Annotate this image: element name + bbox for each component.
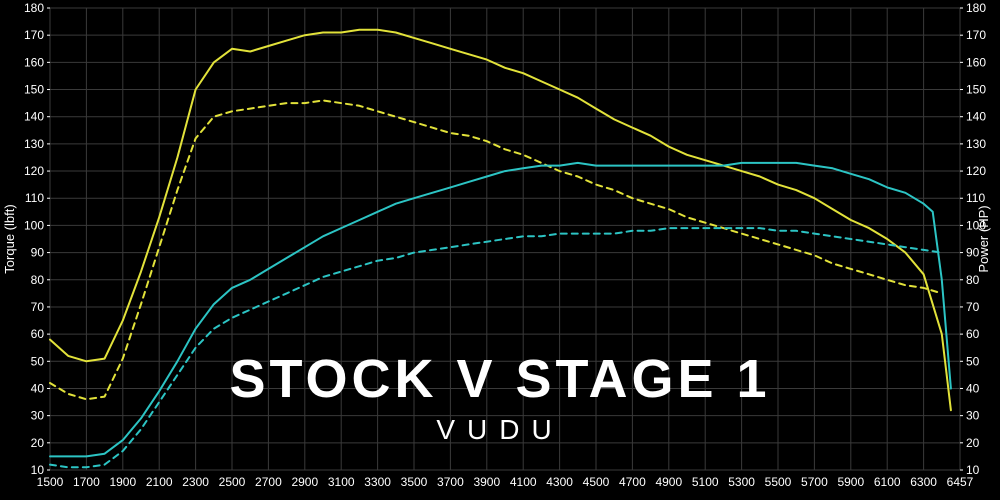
svg-text:10: 10 [31, 463, 45, 477]
svg-text:130: 130 [966, 137, 986, 151]
svg-text:4500: 4500 [583, 475, 610, 489]
svg-text:90: 90 [31, 246, 45, 260]
svg-text:40: 40 [966, 381, 980, 395]
svg-text:120: 120 [24, 164, 44, 178]
svg-text:70: 70 [31, 300, 45, 314]
svg-text:150: 150 [966, 83, 986, 97]
svg-text:30: 30 [966, 409, 980, 423]
dyno-chart-container: 1500 1700 1900 2100 2300 2500 2700 2900 3100 3300… [0, 0, 1000, 500]
svg-text:140: 140 [24, 110, 44, 124]
svg-text:Power (HP): Power (HP) [976, 205, 991, 272]
svg-text:4300: 4300 [546, 475, 573, 489]
svg-text:180: 180 [966, 1, 986, 15]
svg-text:70: 70 [966, 300, 980, 314]
svg-text:6300: 6300 [910, 475, 937, 489]
svg-text:100: 100 [24, 218, 44, 232]
svg-text:160: 160 [24, 55, 44, 69]
svg-text:2500: 2500 [219, 475, 246, 489]
svg-text:40: 40 [31, 381, 45, 395]
svg-text:150: 150 [24, 83, 44, 97]
svg-text:110: 110 [25, 191, 44, 205]
svg-text:1700: 1700 [73, 475, 100, 489]
svg-text:130: 130 [24, 137, 44, 151]
svg-text:170: 170 [24, 28, 44, 42]
dyno-chart: 1500 1700 1900 2100 2300 2500 2700 2900 3100 3300… [0, 0, 1000, 500]
svg-text:80: 80 [31, 273, 45, 287]
svg-text:3500: 3500 [401, 475, 428, 489]
svg-text:120: 120 [966, 164, 986, 178]
svg-text:4700: 4700 [619, 475, 646, 489]
svg-text:Torque (lbft): Torque (lbft) [2, 204, 17, 273]
svg-text:3100: 3100 [328, 475, 355, 489]
svg-text:5500: 5500 [765, 475, 792, 489]
svg-text:1900: 1900 [109, 475, 136, 489]
svg-text:3900: 3900 [473, 475, 500, 489]
svg-text:50: 50 [31, 354, 45, 368]
svg-text:30: 30 [31, 409, 45, 423]
svg-text:20: 20 [966, 436, 980, 450]
svg-text:2100: 2100 [146, 475, 173, 489]
svg-text:3700: 3700 [437, 475, 464, 489]
svg-text:5900: 5900 [837, 475, 864, 489]
svg-text:60: 60 [31, 327, 45, 341]
svg-text:6100: 6100 [874, 475, 901, 489]
svg-text:170: 170 [966, 28, 986, 42]
svg-text:6457: 6457 [947, 475, 974, 489]
svg-text:5300: 5300 [728, 475, 755, 489]
svg-text:80: 80 [966, 273, 980, 287]
svg-text:1500: 1500 [37, 475, 64, 489]
svg-text:60: 60 [966, 327, 980, 341]
svg-text:110: 110 [966, 191, 985, 205]
svg-text:2900: 2900 [291, 475, 318, 489]
svg-text:3300: 3300 [364, 475, 391, 489]
svg-text:140: 140 [966, 110, 986, 124]
svg-text:4100: 4100 [510, 475, 537, 489]
svg-text:2300: 2300 [182, 475, 209, 489]
svg-text:5100: 5100 [692, 475, 719, 489]
svg-text:160: 160 [966, 55, 986, 69]
svg-text:2700: 2700 [255, 475, 282, 489]
svg-text:4900: 4900 [655, 475, 682, 489]
svg-text:50: 50 [966, 354, 980, 368]
svg-text:20: 20 [31, 436, 45, 450]
svg-text:10: 10 [966, 463, 980, 477]
svg-text:5700: 5700 [801, 475, 828, 489]
svg-text:180: 180 [24, 1, 44, 15]
